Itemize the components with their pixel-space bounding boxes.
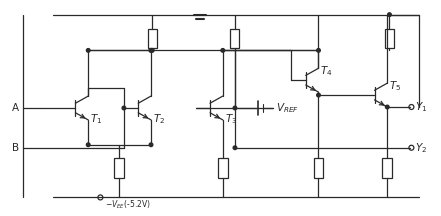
Circle shape	[86, 49, 90, 52]
Circle shape	[317, 49, 320, 52]
Text: $V_{REF}$: $V_{REF}$	[276, 101, 299, 115]
Circle shape	[149, 49, 153, 52]
Circle shape	[122, 106, 126, 110]
Text: $T_2$: $T_2$	[153, 112, 165, 126]
Bar	[218, 158, 228, 178]
Circle shape	[388, 13, 391, 16]
Circle shape	[233, 106, 237, 110]
Circle shape	[149, 49, 153, 52]
Bar	[314, 158, 324, 178]
Bar	[148, 29, 157, 48]
Bar	[382, 158, 392, 178]
Bar	[114, 158, 124, 178]
Bar	[231, 29, 239, 48]
Circle shape	[317, 93, 320, 97]
Circle shape	[150, 49, 154, 52]
Text: $Y_2$: $Y_2$	[415, 141, 428, 155]
Circle shape	[221, 49, 224, 52]
Text: $-V_{EE}$(-5.2V): $-V_{EE}$(-5.2V)	[105, 199, 151, 211]
Text: $T_4$: $T_4$	[321, 64, 333, 78]
Text: $T_3$: $T_3$	[225, 112, 237, 126]
Circle shape	[233, 146, 237, 149]
Text: A: A	[11, 103, 19, 113]
Circle shape	[149, 143, 153, 146]
Text: B: B	[11, 143, 19, 153]
Circle shape	[385, 105, 389, 109]
Bar	[385, 29, 394, 48]
Text: $T_5$: $T_5$	[389, 79, 402, 93]
Text: $T_1$: $T_1$	[90, 112, 103, 126]
Circle shape	[86, 143, 90, 146]
Text: $Y_1$: $Y_1$	[415, 100, 428, 114]
